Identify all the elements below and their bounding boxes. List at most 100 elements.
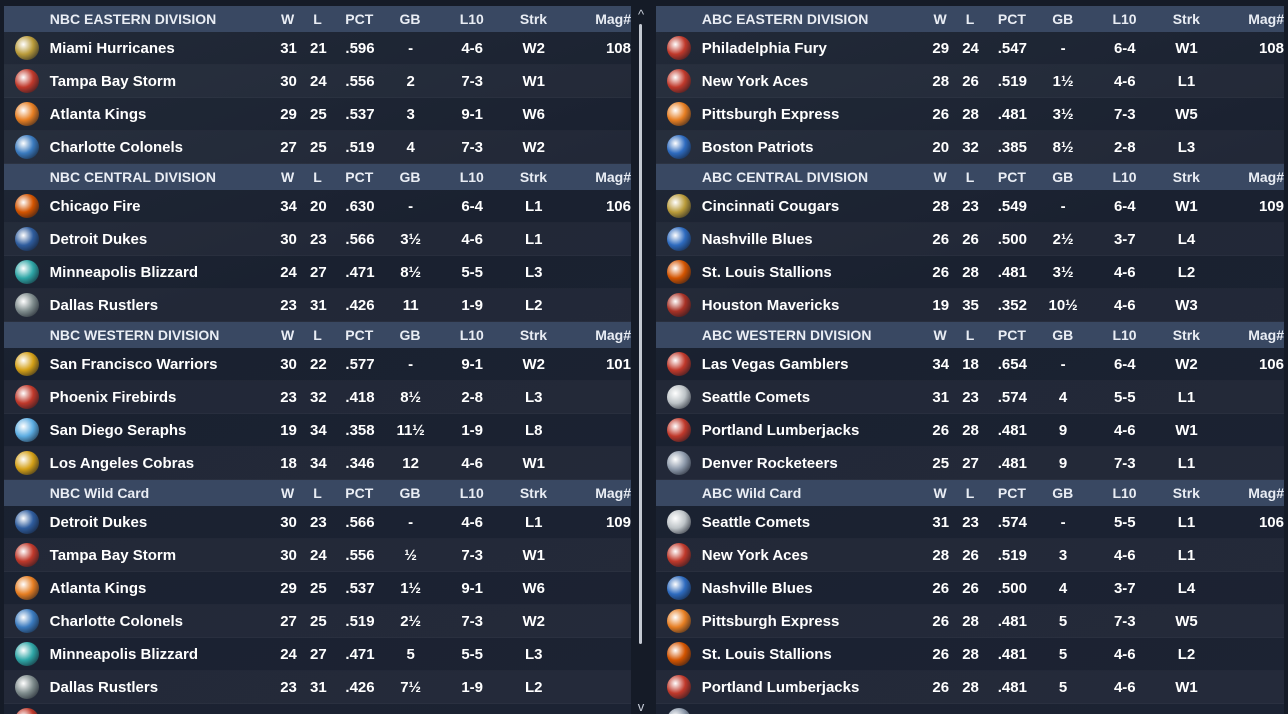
col-header-l[interactable]: L	[965, 485, 975, 501]
col-header-gb[interactable]: GB	[399, 485, 421, 501]
standings-row[interactable]: Minneapolis Blizzard 24 27 .471 5 5-5 L3	[4, 638, 631, 671]
col-header-w[interactable]: W	[281, 169, 295, 185]
standings-row[interactable]: Los Angeles Cobras 18 34 .346 12 4-6 W1	[4, 447, 631, 480]
team-name[interactable]: Minneapolis Blizzard	[49, 645, 199, 663]
standings-row[interactable]: Boston Patriots 20 32 .385 8½ 2-8 L3	[656, 131, 1284, 164]
standings-row[interactable]: San Francisco Warriors 30 22 .577 - 9-1 W2 101	[4, 348, 631, 381]
col-header-strk[interactable]: Strk	[519, 485, 548, 501]
col-header-pct[interactable]: PCT	[997, 485, 1026, 501]
team-name[interactable]: Phoenix Firebirds	[49, 388, 177, 406]
col-header-w[interactable]: W	[933, 169, 947, 185]
team-name[interactable]: New York Aces	[701, 72, 809, 90]
standings-row[interactable]: Charlotte Colonels 27 25 .519 4 7-3 W2	[4, 131, 631, 164]
col-header-l10[interactable]: L10	[459, 327, 484, 343]
standings-row[interactable]: Seattle Comets 31 23 .574 4 5-5 L1	[656, 381, 1284, 414]
team-name[interactable]: Pittsburgh Express	[701, 105, 840, 123]
standings-row[interactable]: Atlanta Kings 29 25 .537 3 9-1 W6	[4, 98, 631, 131]
col-header-pct[interactable]: PCT	[997, 11, 1026, 27]
scroll-up-button[interactable]: ^	[637, 7, 645, 22]
team-name[interactable]: Minneapolis Blizzard	[49, 263, 199, 281]
team-name[interactable]: Denver Rocketeers	[701, 454, 838, 472]
col-header-mag[interactable]: Mag#	[595, 169, 631, 185]
team-name[interactable]: San Francisco Warriors	[49, 355, 218, 373]
col-header-strk[interactable]: Strk	[1172, 485, 1200, 501]
team-name[interactable]: Portland Lumberjacks	[701, 421, 860, 439]
standings-row[interactable]: San Diego Seraphs 19 34 .358 11½ 1-9 L8	[4, 414, 631, 447]
team-name[interactable]: Atlanta Kings	[49, 579, 147, 597]
team-name[interactable]: Detroit Dukes	[49, 230, 148, 248]
col-header-gb[interactable]: GB	[1052, 327, 1074, 343]
standings-row[interactable]: Minneapolis Blizzard 24 27 .471 8½ 5-5 L3	[4, 256, 631, 289]
standings-row[interactable]: Dallas Rustlers 23 31 .426 11 1-9 L2	[4, 289, 631, 322]
col-header-mag[interactable]: Mag#	[595, 327, 631, 343]
team-name[interactable]: Los Angeles Cobras	[49, 454, 195, 472]
col-header-w[interactable]: W	[933, 11, 947, 27]
standings-row[interactable]: Las Vegas Gamblers 34 18 .654 - 6-4 W2 106	[656, 348, 1284, 381]
col-header-l10[interactable]: L10	[1112, 327, 1137, 343]
team-name[interactable]: St. Louis Stallions	[701, 263, 832, 281]
standings-row[interactable]: Philadelphia Fury 29 24 .547 - 6-4 W1 108	[656, 32, 1284, 65]
col-header-mag[interactable]: Mag#	[595, 11, 631, 27]
team-name[interactable]: St. Louis Stallions	[701, 645, 832, 663]
standings-row[interactable]: Atlanta Kings 29 25 .537 1½ 9-1 W6	[4, 572, 631, 605]
team-name[interactable]: Nashville Blues	[701, 230, 813, 248]
team-name[interactable]: Miami Hurricanes	[49, 39, 175, 57]
team-name[interactable]: Phoenix Firebirds	[50, 712, 278, 714]
team-name[interactable]: Charlotte Colonels	[49, 138, 184, 156]
team-name[interactable]: San Diego Seraphs	[49, 421, 187, 439]
col-header-l[interactable]: L	[965, 327, 975, 343]
standings-row[interactable]: Nashville Blues 26 26 .500 2½ 3-7 L4	[656, 223, 1284, 256]
team-name[interactable]: Dallas Rustlers	[49, 296, 159, 314]
col-header-strk[interactable]: Strk	[519, 169, 548, 185]
standings-row[interactable]: Pittsburgh Express 26 28 .481 5 7-3 W5	[656, 605, 1284, 638]
col-header-mag[interactable]: Mag#	[595, 485, 631, 501]
standings-row[interactable]: Phoenix Firebirds 23 32 .418 8½ 2-8 L3	[4, 381, 631, 414]
col-header-gb[interactable]: GB	[1052, 485, 1074, 501]
col-header-l[interactable]: L	[965, 169, 975, 185]
col-header-w[interactable]: W	[281, 327, 295, 343]
team-name[interactable]: Denver Rocketeers	[702, 712, 930, 714]
col-header-strk[interactable]: Strk	[1172, 169, 1200, 185]
team-name[interactable]: Portland Lumberjacks	[701, 678, 860, 696]
col-header-w[interactable]: W	[933, 485, 947, 501]
col-header-l[interactable]: L	[965, 11, 975, 27]
standings-row[interactable]: St. Louis Stallions 26 28 .481 3½ 4-6 L2	[656, 256, 1284, 289]
col-header-l10[interactable]: L10	[459, 11, 484, 27]
standings-row[interactable]: Tampa Bay Storm 30 24 .556 2 7-3 W1	[4, 65, 631, 98]
team-name[interactable]: Nashville Blues	[701, 579, 813, 597]
standings-row[interactable]: Dallas Rustlers 23 31 .426 7½ 1-9 L2	[4, 671, 631, 704]
col-header-w[interactable]: W	[281, 485, 295, 501]
col-header-pct[interactable]: PCT	[345, 485, 374, 501]
standings-row[interactable]: New York Aces 28 26 .519 1½ 4-6 L1	[656, 65, 1284, 98]
col-header-gb[interactable]: GB	[399, 169, 421, 185]
standings-row[interactable]: Tampa Bay Storm 30 24 .556 ½ 7-3 W1	[4, 539, 631, 572]
col-header-l[interactable]: L	[313, 327, 322, 343]
col-header-l10[interactable]: L10	[1112, 485, 1137, 501]
team-name[interactable]: Seattle Comets	[701, 513, 811, 531]
team-name[interactable]: Boston Patriots	[701, 138, 814, 156]
col-header-l[interactable]: L	[313, 485, 322, 501]
col-header-l10[interactable]: L10	[1112, 11, 1137, 27]
col-header-l[interactable]: L	[313, 11, 322, 27]
standings-row[interactable]: Pittsburgh Express 26 28 .481 3½ 7-3 W5	[656, 98, 1284, 131]
standings-row[interactable]: Portland Lumberjacks 26 28 .481 5 4-6 W1	[656, 671, 1284, 704]
col-header-mag[interactable]: Mag#	[1248, 169, 1284, 185]
standings-row[interactable]: Cincinnati Cougars 28 23 .549 - 6-4 W1 109	[656, 190, 1284, 223]
standings-row[interactable]: New York Aces 28 26 .519 3 4-6 L1	[656, 539, 1284, 572]
standings-row[interactable]: Detroit Dukes 30 23 .566 - 4-6 L1 109	[4, 506, 631, 539]
team-name[interactable]: Philadelphia Fury	[701, 39, 827, 57]
col-header-mag[interactable]: Mag#	[1248, 11, 1284, 27]
col-header-strk[interactable]: Strk	[1172, 11, 1200, 27]
col-header-pct[interactable]: PCT	[345, 327, 374, 343]
team-name[interactable]: Las Vegas Gamblers	[701, 355, 849, 373]
col-header-l10[interactable]: L10	[1112, 169, 1137, 185]
team-name[interactable]: Cincinnati Cougars	[701, 197, 840, 215]
team-name[interactable]: Tampa Bay Storm	[49, 546, 177, 564]
team-name[interactable]: New York Aces	[701, 546, 809, 564]
col-header-strk[interactable]: Strk	[519, 11, 548, 27]
standings-row[interactable]: Portland Lumberjacks 26 28 .481 9 4-6 W1	[656, 414, 1284, 447]
col-header-w[interactable]: W	[933, 327, 947, 343]
col-header-mag[interactable]: Mag#	[1248, 327, 1284, 343]
